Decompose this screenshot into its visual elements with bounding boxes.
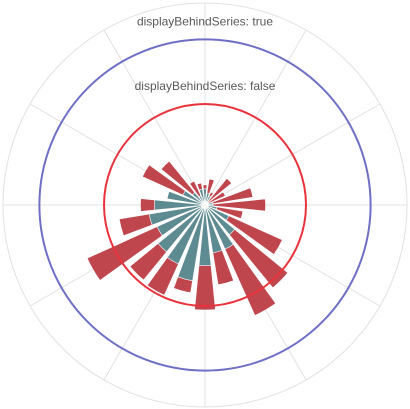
bar-s0-60 (204, 191, 226, 206)
bar-s1-225 (157, 204, 206, 253)
bar-s1-330 (198, 195, 206, 206)
bar-s1-195 (177, 204, 206, 282)
bar-s1-285 (166, 191, 206, 206)
bar-s1-270 (154, 199, 206, 211)
bar-s1-315 (192, 192, 206, 206)
bar-s1-90 (204, 203, 214, 207)
bar-s1-135 (204, 204, 236, 236)
plot-band-circle-1 (38, 38, 372, 372)
plot-bands-front (103, 103, 307, 307)
plot-band-label-1: displayBehindSeries: true (137, 14, 273, 28)
bar-s1-255 (148, 204, 206, 226)
bar-s1-180 (198, 204, 212, 266)
bar-s1-0 (203, 188, 207, 206)
bar-s0-90 (204, 198, 266, 212)
bar-s1-150 (204, 204, 234, 250)
bar-s1-300 (182, 190, 206, 206)
bar-s1-30 (204, 195, 212, 206)
bar-s1-75 (204, 201, 214, 206)
bar-s0-45 (204, 177, 233, 206)
bar-s1-165 (204, 204, 223, 254)
plot-band-circle-0 (103, 103, 307, 307)
bar-s1-345 (198, 188, 206, 206)
bars (86, 160, 289, 316)
bar-s0-75 (204, 187, 254, 206)
bar-s1-240 (156, 204, 206, 237)
bar-s1-210 (166, 204, 206, 265)
bar-s1-120 (204, 204, 230, 221)
plot-bands-behind (38, 38, 372, 372)
band-labels: displayBehindSeries: false displayBehindS… (135, 14, 276, 93)
plot-band-label-0: displayBehindSeries: false (135, 79, 276, 93)
series-1 (148, 188, 236, 282)
